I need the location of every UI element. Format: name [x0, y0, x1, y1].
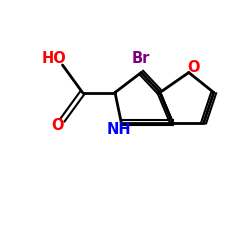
Text: O: O — [188, 60, 200, 75]
Text: HO: HO — [42, 51, 66, 66]
Text: Br: Br — [132, 51, 150, 66]
Text: O: O — [51, 118, 64, 132]
Text: NH: NH — [106, 122, 131, 138]
